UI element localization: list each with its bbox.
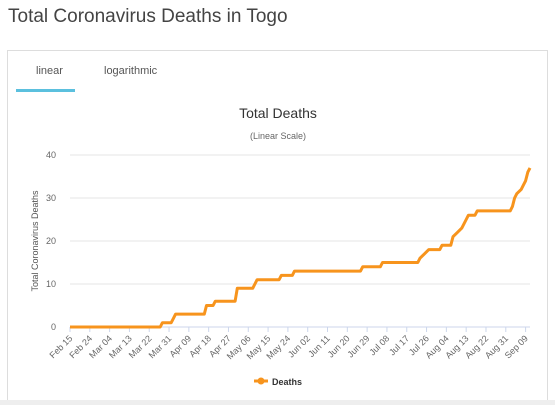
bottom-edge: [0, 400, 555, 405]
x-tick-label: Jun 02: [286, 333, 312, 359]
active-tab-indicator: [16, 89, 75, 92]
deaths-series-line: [70, 167, 532, 329]
chart-title: Total Deaths: [239, 105, 317, 121]
x-tick-label: Jul 17: [387, 333, 411, 357]
y-tick-labels: 0 10 20 30 40: [46, 150, 56, 332]
legend-dot-marker: [257, 377, 265, 385]
legend-label-deaths: Deaths: [272, 377, 302, 387]
legend[interactable]: Deaths: [254, 377, 302, 387]
page-title: Total Coronavirus Deaths in Togo: [8, 6, 288, 27]
chart-card: linear logarithmic: [7, 50, 548, 405]
chart-subtitle: (Linear Scale): [250, 131, 306, 141]
grid-lines: [70, 154, 530, 328]
tab-linear[interactable]: linear: [36, 65, 63, 77]
y-tick-label: 0: [51, 322, 56, 332]
y-tick-label: 30: [46, 193, 56, 203]
y-axis-label: Total Coronavirus Deaths: [30, 190, 40, 292]
y-tick-label: 20: [46, 236, 56, 246]
x-tick-label: Jul 08: [367, 333, 391, 357]
y-tick-label: 10: [46, 279, 56, 289]
y-tick-label: 40: [46, 150, 56, 160]
x-tick-label: Jun 29: [345, 333, 371, 359]
tab-logarithmic[interactable]: logarithmic: [104, 65, 158, 77]
